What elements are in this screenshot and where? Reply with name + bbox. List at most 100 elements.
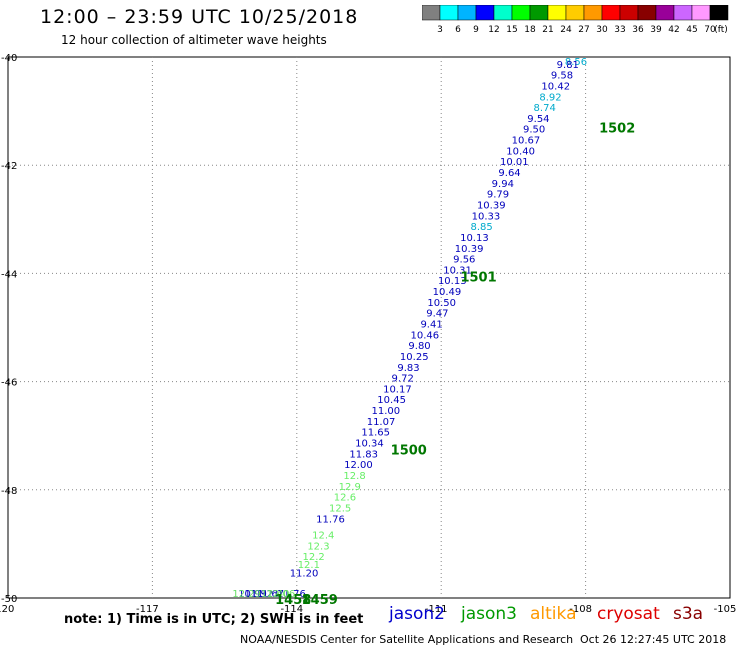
data-point-label: 8.85 <box>470 222 492 233</box>
color-scale-tick: 15 <box>506 25 517 35</box>
data-point-label: 11.31 <box>244 589 273 600</box>
y-tick-label: -44 <box>1 269 17 280</box>
data-point-label: 10.01 <box>500 157 529 168</box>
color-scale-tick: 3 <box>437 25 443 35</box>
data-point-label: 12.9 <box>339 482 361 493</box>
color-swatch <box>709 4 729 21</box>
color-scale-bar: 3 6 9 12 15 18 21 24 27 30 33 36 39 42 45 70(ft) <box>421 4 729 35</box>
time-label: 1502 <box>599 122 635 137</box>
color-scale-legend: 3 6 9 12 15 18 21 24 27 30 33 36 39 42 45 70 (ft) <box>421 4 732 39</box>
color-swatch <box>619 4 639 21</box>
data-point-label: 9.72 <box>392 374 414 385</box>
color-swatch <box>583 4 603 21</box>
data-point-label: 9.41 <box>420 320 442 331</box>
color-scale-tick: 12 <box>488 25 499 35</box>
data-point-label: 12.6 <box>334 493 356 504</box>
data-point-label: 12.29 <box>232 589 261 600</box>
data-point-label: 10.33 <box>472 211 501 222</box>
color-scale-unit: (ft) <box>714 25 728 35</box>
data-point-label: 11.21 <box>251 589 280 600</box>
x-axis-ticks: -120 -117 -114 -111 -108 -105 <box>0 604 736 615</box>
data-point-label: 11.76 <box>277 589 306 600</box>
data-point-label: 10.31 <box>443 265 472 276</box>
color-swatch <box>601 4 621 21</box>
time-label: 1500 <box>391 444 427 459</box>
data-point-label: 9.47 <box>426 309 448 320</box>
y-tick-label: -48 <box>1 486 17 497</box>
color-swatch <box>493 4 513 21</box>
data-point-label: 12.2 <box>303 552 325 563</box>
data-point-label: 10.39 <box>455 244 484 255</box>
data-point-label: 12.4 <box>312 530 334 541</box>
color-swatch <box>637 4 657 21</box>
data-point-label: 12.00 <box>344 460 373 471</box>
color-swatch <box>529 4 549 21</box>
satellite-legend-jason2: jason2 <box>389 604 445 624</box>
data-point-label: 10.13 <box>460 233 489 244</box>
data-point-label: 11.65 <box>361 428 390 439</box>
time-label: 1459 <box>302 593 338 608</box>
data-point-label: 12.06 <box>267 589 296 600</box>
chart-title: 12:00 – 23:59 UTC 10/25/2018 <box>40 6 359 28</box>
data-point-label: 9.79 <box>487 190 509 201</box>
data-point-label: 11.83 <box>349 449 378 460</box>
satellite-legend-cryosat: cryosat <box>597 604 660 624</box>
color-scale-tick: 42 <box>668 25 679 35</box>
chart-subtitle: 12 hour collection of altimeter wave hei… <box>61 33 327 47</box>
data-point-label: 11.00 <box>372 406 401 417</box>
satellite-legend-s3a: s3a <box>673 604 704 624</box>
credit-text: NOAA/NESDIS Center for Satellite Applica… <box>240 633 574 646</box>
color-swatch <box>655 4 675 21</box>
data-point-label: 10.39 <box>477 200 506 211</box>
data-point-label: 9.81 <box>557 60 579 71</box>
x-tick-label: -105 <box>714 604 737 615</box>
color-scale-tick: 27 <box>578 25 589 35</box>
data-point-label: 10.13 <box>438 276 467 287</box>
color-scale-tick: 24 <box>560 25 572 35</box>
data-point-label: 10.42 <box>541 81 570 92</box>
data-point-label: 10.46 <box>411 330 440 341</box>
color-scale-tick: 30 <box>596 25 608 35</box>
data-point-label: 9.94 <box>492 179 514 190</box>
x-tick-label: -117 <box>136 604 159 615</box>
y-tick-label: -50 <box>1 594 17 605</box>
data-point-label: 10.45 <box>377 395 406 406</box>
color-swatch <box>511 4 531 21</box>
color-swatch <box>565 4 585 21</box>
data-point-label: 9.56 <box>453 255 475 266</box>
data-point-label: 8.56 <box>565 57 587 68</box>
data-point-label: 11.20 <box>290 568 319 579</box>
data-point-label: 10.25 <box>400 352 429 363</box>
y-axis-ticks: -40 -42 -44 -46 -48 -50 <box>1 53 17 605</box>
data-point-label: 9.54 <box>527 114 549 125</box>
data-point-label: 8.92 <box>539 92 561 103</box>
data-point-label: 11.67 <box>256 589 285 600</box>
time-label: 1458 <box>275 593 311 608</box>
color-scale-tick: 36 <box>632 25 644 35</box>
data-point-label: 12.40 <box>261 589 290 600</box>
color-scale-tick: 70 <box>704 25 716 35</box>
data-point-label: 12.3 <box>307 541 329 552</box>
data-point-label: 8.74 <box>534 103 556 114</box>
data-point-label: 9.50 <box>523 125 545 136</box>
color-swatch <box>547 4 567 21</box>
data-point-label: 10.49 <box>433 287 462 298</box>
satellite-legend-jason3: jason3 <box>461 604 517 624</box>
color-swatch <box>439 4 459 21</box>
color-swatch <box>673 4 693 21</box>
color-scale-tick: 6 <box>455 25 461 35</box>
credit-timestamp: Oct 26 12:27:45 UTC 2018 <box>580 633 727 646</box>
data-point-label: 11.07 <box>367 417 396 428</box>
y-tick-label: -40 <box>1 53 17 64</box>
data-point-label: 9.58 <box>551 71 573 82</box>
satellite-legend-altika: altika <box>530 604 577 624</box>
data-point-label: 11.76 <box>316 514 345 525</box>
data-point-label: 12.1 <box>298 560 320 571</box>
data-point-label: 10.67 <box>512 136 541 147</box>
x-tick-label: -114 <box>280 604 303 615</box>
y-tick-label: -46 <box>1 378 17 389</box>
color-swatch <box>421 4 441 21</box>
